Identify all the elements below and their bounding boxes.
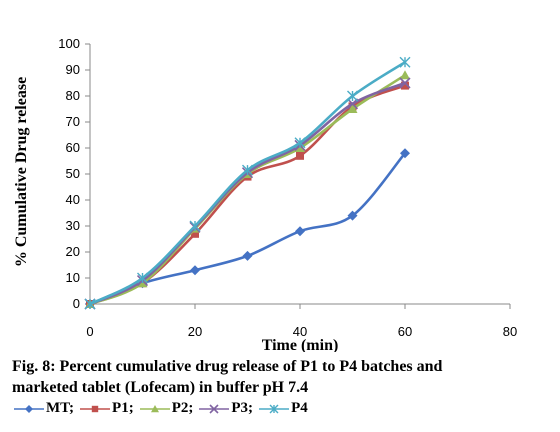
series-line <box>89 81 406 306</box>
data-point-marker <box>150 404 159 412</box>
data-point-marker <box>242 164 253 176</box>
data-point-marker <box>242 250 253 261</box>
x-tick-label: 60 <box>398 324 412 339</box>
legend-label: P1; <box>112 400 134 416</box>
x-axis-title: Time (min) <box>262 337 339 352</box>
series-p2 <box>85 70 410 308</box>
line-chart: 0 10 20 30 40 50 60 70 80 90 100 0 20 40 60 80 % Cumula… <box>13 36 517 352</box>
legend-symbol <box>139 404 170 412</box>
legend-symbol <box>14 404 44 413</box>
data-point-marker <box>84 298 96 310</box>
data-point-marker <box>346 98 359 110</box>
chart-series-layer <box>84 56 411 310</box>
legend-item-0: MT; <box>12 400 74 417</box>
y-tick-label: 0 <box>73 296 80 311</box>
legend-label: MT; <box>46 400 75 416</box>
data-point-marker <box>399 56 411 68</box>
marker-stroke <box>346 98 359 110</box>
caption-line-2: marketed tablet (Lofecam) in buffer pH 7… <box>12 379 309 396</box>
marker-stroke <box>209 403 219 414</box>
data-point-marker <box>295 226 305 237</box>
x-tick-label: 20 <box>188 324 202 339</box>
data-point-marker <box>294 137 306 149</box>
data-point-marker <box>399 77 411 89</box>
series-p1 <box>86 81 409 308</box>
y-tick-label: 40 <box>66 192 80 207</box>
data-point-marker <box>296 151 304 160</box>
series-line <box>89 74 406 306</box>
figure-caption: Fig. 8: Percent cumulative drug release … <box>12 356 552 398</box>
series-p3 <box>84 77 411 310</box>
legend-symbol <box>259 404 290 414</box>
chart-axes: 0 10 20 30 40 50 60 70 80 90 100 0 20 40 60 80 <box>58 36 517 339</box>
data-point-marker <box>269 404 279 414</box>
legend-item-1: P1; <box>78 400 134 417</box>
legend-symbol <box>199 403 230 414</box>
legend-label: P4 <box>291 400 308 416</box>
data-point-marker <box>347 210 358 221</box>
y-tick-label: 10 <box>66 270 80 285</box>
data-point-marker <box>191 229 199 238</box>
x-tick-label: 0 <box>86 324 93 339</box>
data-point-marker <box>91 405 99 412</box>
legend-item-4: P4 <box>257 400 308 417</box>
data-point-marker <box>347 90 358 102</box>
data-point-marker <box>347 104 358 113</box>
series-line <box>89 84 406 306</box>
chart-legend: MT; P1; P2; P3; P4 <box>12 400 312 417</box>
data-point-marker <box>400 148 410 159</box>
y-tick-label: 90 <box>66 62 80 77</box>
series-p4 <box>84 56 411 310</box>
data-point-marker <box>401 81 409 90</box>
marker-stroke <box>399 77 411 89</box>
legend-item-2: P2; <box>138 400 194 417</box>
y-tick-label: 50 <box>66 166 80 181</box>
data-point-marker <box>190 265 200 276</box>
legend-item-3: P3; <box>197 400 253 417</box>
y-tick-label: 60 <box>66 140 80 155</box>
series-line <box>89 61 406 306</box>
y-tick-label: 70 <box>66 114 80 129</box>
x-tick-label: 40 <box>293 324 307 339</box>
legend-label: P2; <box>171 400 194 416</box>
y-tick-label: 30 <box>66 218 80 233</box>
y-tick-label: 100 <box>58 36 80 51</box>
data-point-marker <box>25 404 33 413</box>
caption-line-1: Fig. 8: Percent cumulative drug release … <box>12 358 443 375</box>
legend-symbol <box>80 405 111 412</box>
data-point-marker <box>189 220 201 232</box>
x-tick-label: 80 <box>503 324 517 339</box>
y-axis-title: % Cumulative Drug release <box>13 77 30 267</box>
data-point-marker <box>400 70 410 80</box>
data-point-marker <box>137 272 148 284</box>
y-tick-label: 20 <box>66 244 80 259</box>
y-tick-label: 80 <box>66 88 80 103</box>
legend-label: P3; <box>231 400 254 416</box>
data-point-marker <box>209 403 219 414</box>
